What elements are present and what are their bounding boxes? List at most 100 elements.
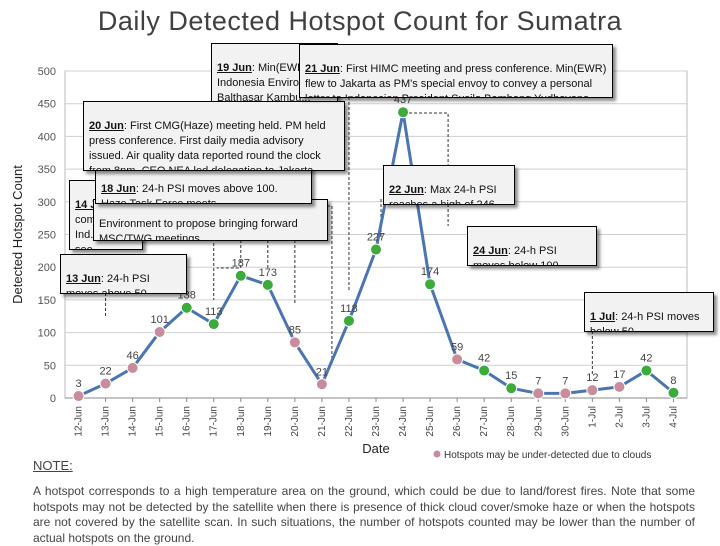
x-tick-label: 1-Jul — [587, 406, 598, 428]
data-point — [559, 387, 572, 400]
data-point — [126, 361, 139, 374]
x-tick-label: 4-Jul — [668, 406, 679, 428]
annotation-date: 20 Jun — [89, 120, 124, 132]
data-label: 118 — [340, 303, 358, 315]
data-label: 8 — [670, 375, 676, 387]
y-tick-label: 350 — [38, 164, 56, 176]
data-label: 7 — [535, 375, 541, 387]
annotation-connector — [321, 205, 333, 365]
annotation-text: : 24-h PSI moves above 100. Haze Task Fo… — [101, 183, 278, 204]
annotation-date: 24 Jun — [473, 245, 508, 257]
annotation-date: 22 Jun — [389, 184, 424, 196]
x-tick-label: 18-Jun — [236, 406, 247, 437]
data-point — [261, 278, 274, 291]
data-point — [370, 243, 382, 256]
chart-title: Daily Detected Hotspot Count for Sumatra — [97, 6, 623, 36]
legend-label: Hotspots may be under-detected due to cl… — [444, 450, 651, 461]
x-tick-label: 13-Jun — [101, 406, 112, 437]
x-tick-label: 15-Jun — [155, 406, 166, 437]
data-point — [667, 386, 680, 399]
y-tick-label: 200 — [38, 262, 56, 274]
y-tick-label: 0 — [50, 393, 56, 405]
x-tick-label: 24-Jun — [398, 406, 409, 437]
data-label: 42 — [478, 353, 490, 365]
annotation-date: 18 Jun — [101, 183, 136, 195]
annotation-text: Environment to propose bringing forward … — [99, 218, 298, 241]
data-label: 46 — [126, 350, 138, 362]
y-tick-label: 150 — [38, 295, 56, 307]
annotation-text: : First CMG(Haze) meeting held. PM held … — [89, 120, 326, 171]
annotation-connector — [216, 235, 242, 269]
x-tick-label: 2-Jul — [614, 406, 625, 428]
y-tick-label: 400 — [38, 131, 56, 143]
x-tick-label: 19-Jun — [263, 406, 274, 437]
data-point — [640, 364, 653, 377]
data-label: 174 — [421, 266, 439, 278]
annotation-20-jun: 20 Jun: First CMG(Haze) meeting held. PM… — [83, 101, 345, 171]
data-label: 42 — [640, 353, 652, 365]
x-tick-label: 27-Jun — [479, 406, 490, 437]
annotation-text: : 24-h PSI moves below 100 — [473, 245, 559, 266]
data-point — [532, 387, 545, 400]
note-body: A hotspot corresponds to a high temperat… — [33, 484, 695, 545]
data-label: 12 — [586, 372, 598, 384]
annotation-24-jun: 24 Jun: 24-h PSI moves below 100 — [467, 226, 597, 266]
y-tick-label: 450 — [38, 99, 56, 111]
data-label: 59 — [451, 341, 463, 353]
x-tick-label: 16-Jun — [182, 406, 193, 437]
annotation-environment: Environment to propose bringing forward … — [93, 199, 328, 241]
data-label: 227 — [367, 232, 385, 244]
y-tick-label: 50 — [44, 360, 56, 372]
x-tick-label: 26-Jun — [452, 406, 463, 437]
data-label: 17 — [613, 369, 625, 381]
annotation-text: : 24-h PSI moves above 50 — [66, 273, 150, 294]
x-axis-label: Date — [362, 441, 389, 456]
data-point — [153, 325, 166, 338]
x-tick-label: 17-Jun — [209, 406, 220, 437]
x-tick-label: 29-Jun — [533, 406, 544, 437]
data-label: 22 — [99, 366, 111, 378]
annotation-date: 21 Jun — [305, 63, 340, 75]
annotation-text: : First HIMC meeting and press conferenc… — [305, 63, 607, 97]
y-tick-label: 500 — [38, 66, 56, 78]
data-label: 173 — [259, 267, 277, 279]
x-tick-label: 12-Jun — [74, 406, 85, 437]
data-point — [180, 301, 193, 314]
data-point — [288, 336, 301, 349]
x-tick-label: 3-Jul — [641, 406, 652, 428]
annotation-date: 19 Jun — [217, 62, 252, 74]
data-point — [478, 364, 491, 377]
data-label: 101 — [150, 314, 168, 326]
x-tick-label: 30-Jun — [560, 406, 571, 437]
y-tick-label: 100 — [38, 328, 56, 340]
legend-marker — [433, 450, 441, 458]
y-tick-label: 250 — [38, 230, 56, 242]
x-tick-label: 25-Jun — [425, 406, 436, 437]
y-tick-label: 300 — [38, 197, 56, 209]
annotation-date: 1 Jul — [590, 311, 616, 323]
data-point — [72, 390, 85, 403]
annotation-text: : 24-h PSI moves below 50 — [590, 311, 700, 332]
x-tick-label: 22-Jun — [344, 406, 355, 437]
annotation-date: 13 Jun — [66, 273, 101, 285]
x-tick-label: 21-Jun — [317, 406, 328, 437]
data-point — [234, 269, 247, 282]
x-tick-label: 23-Jun — [371, 406, 382, 437]
data-label: 85 — [289, 324, 301, 336]
x-tick-label: 20-Jun — [290, 406, 301, 437]
annotation-1-jul: 1 Jul: 24-h PSI moves below 50 — [584, 292, 714, 332]
data-point — [315, 378, 328, 391]
note-heading: NOTE: — [33, 458, 73, 473]
x-tick-label: 14-Jun — [128, 406, 139, 437]
data-point — [586, 384, 599, 397]
data-point — [424, 278, 437, 291]
data-point — [342, 314, 355, 327]
data-point — [613, 380, 626, 393]
annotation-text: : Max 24-h PSI reaches a high of 246 — [389, 184, 497, 205]
data-label: 187 — [232, 258, 250, 270]
x-tick-label: 28-Jun — [506, 406, 517, 437]
data-label: 3 — [75, 378, 81, 390]
data-label: 7 — [562, 375, 568, 387]
annotation-text: com... Ind... see... — [75, 214, 105, 250]
annotation-21-jun: 21 Jun: First HIMC meeting and press con… — [299, 44, 613, 98]
